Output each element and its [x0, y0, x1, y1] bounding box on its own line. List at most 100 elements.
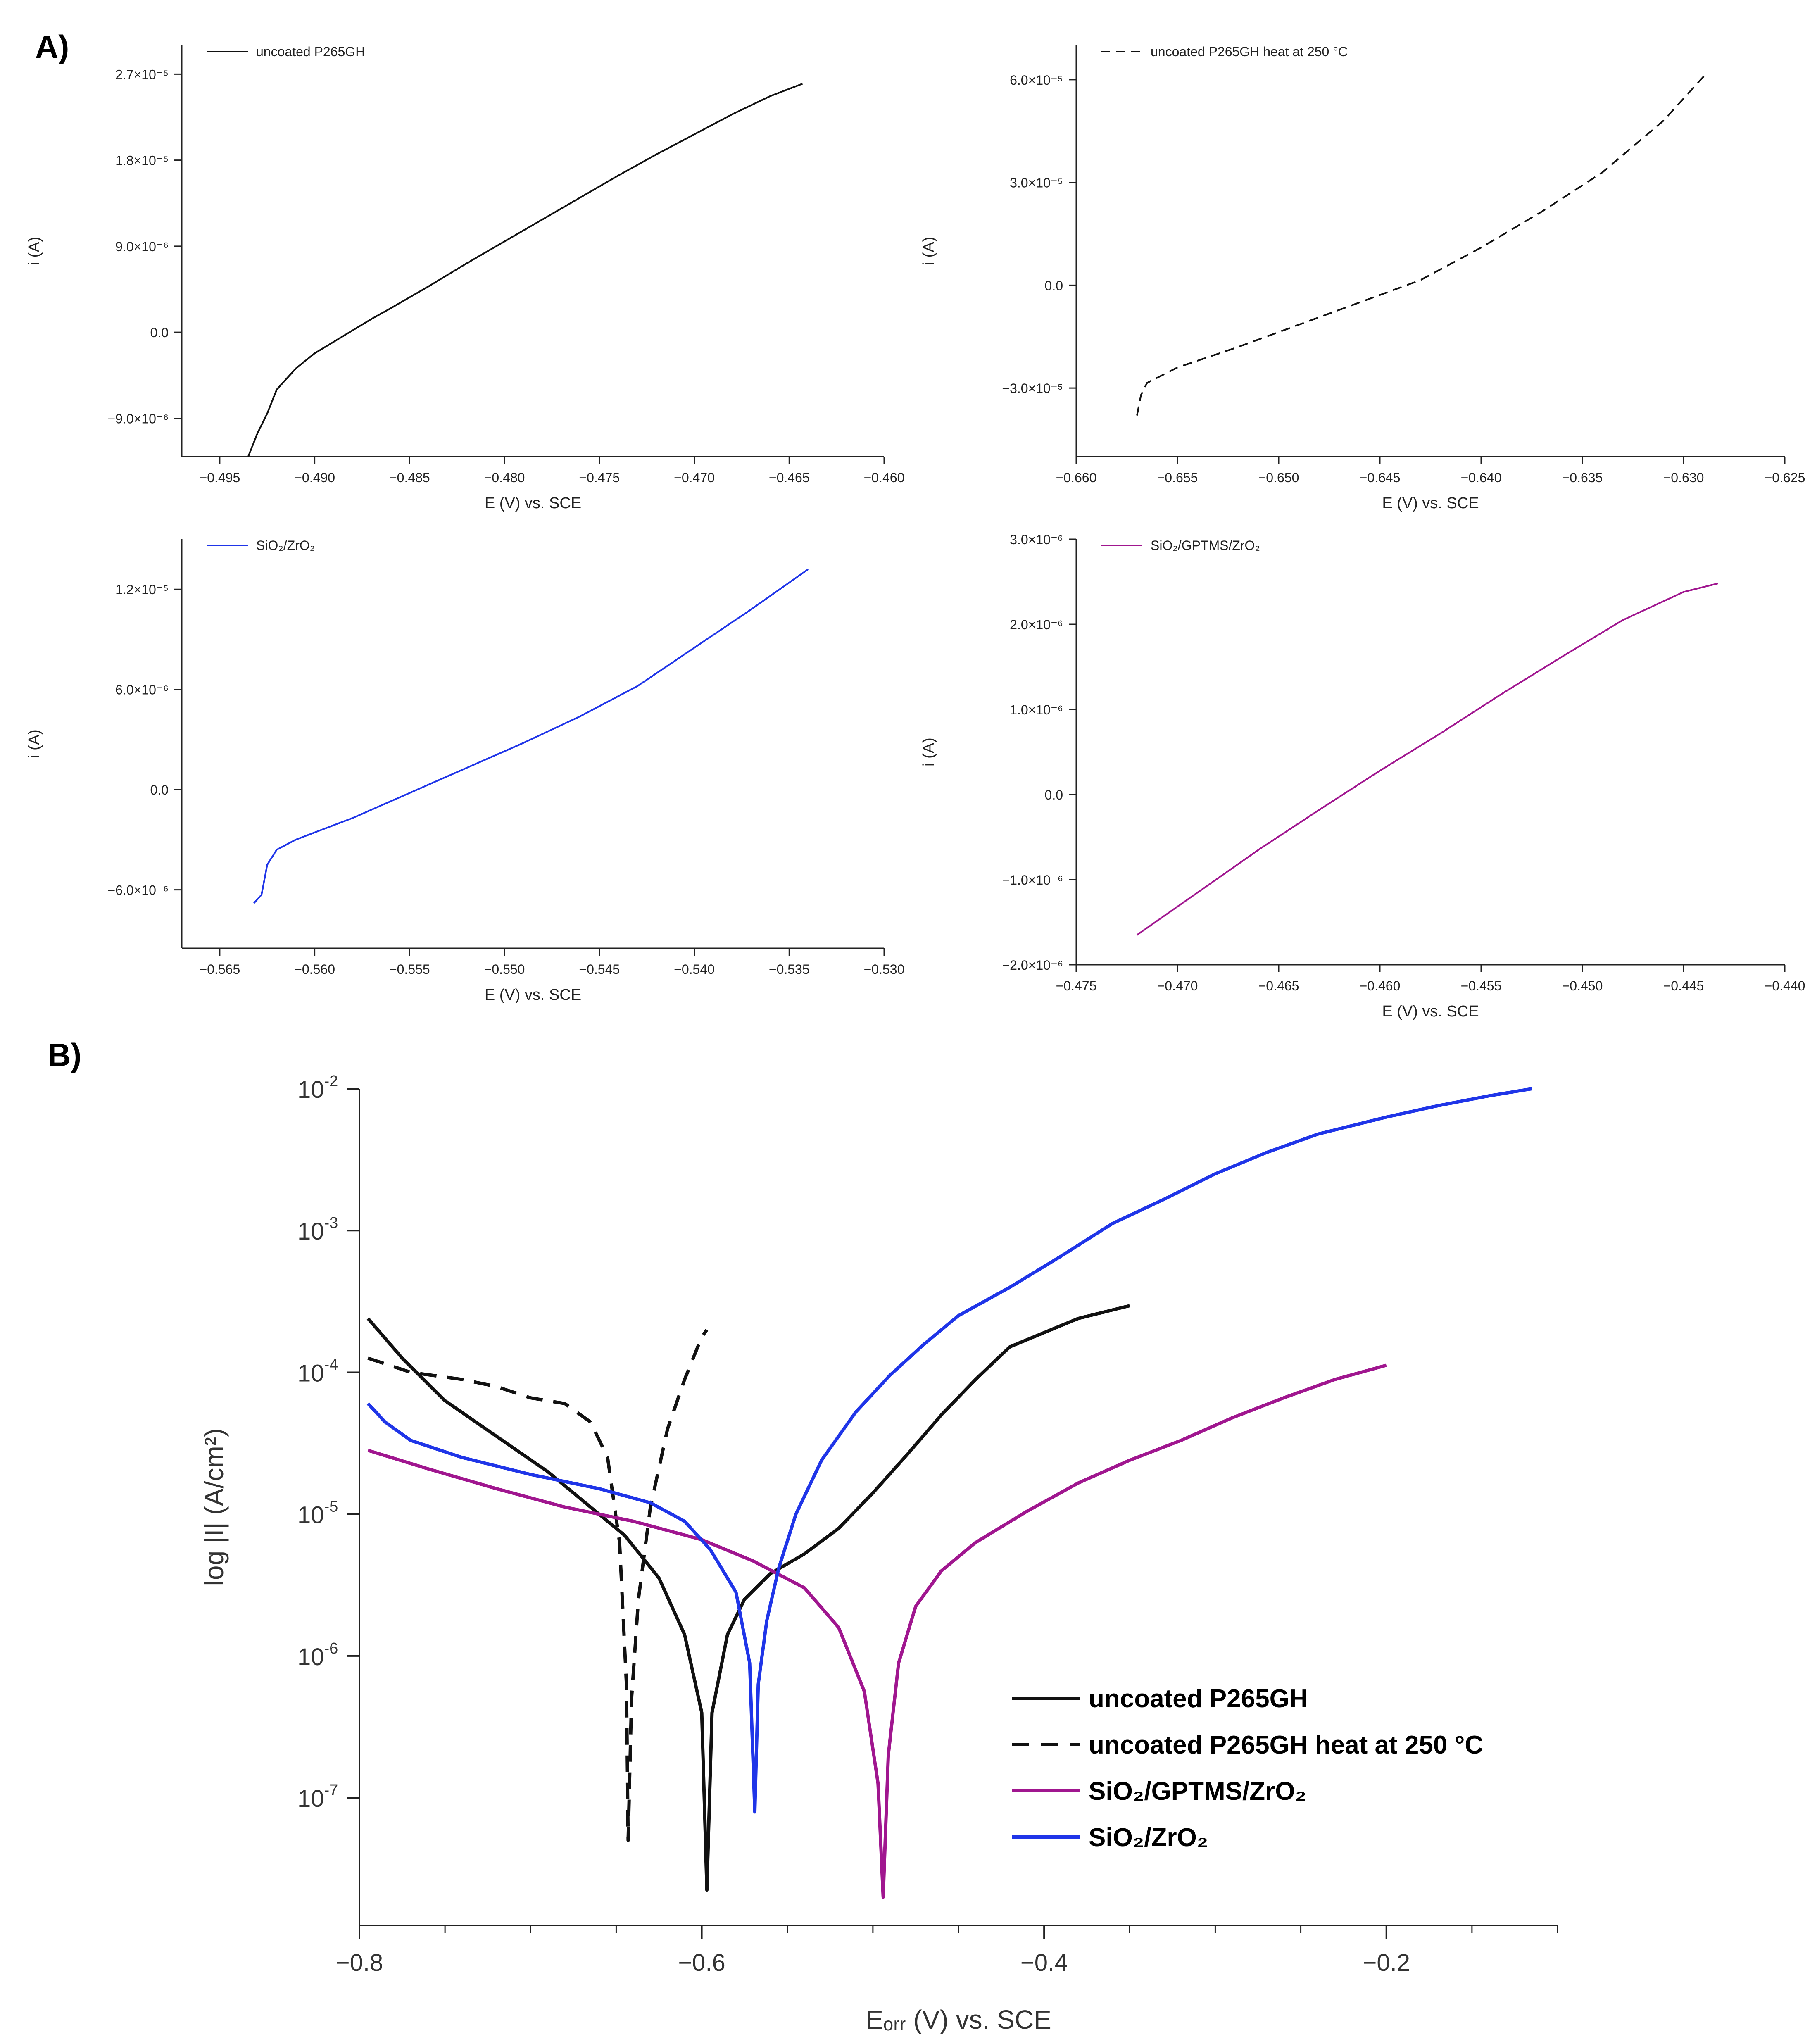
chart-uncoated: −0.495 −0.490 −0.485 −0.480 −0.475 −0.470 −0.4… — [26, 44, 904, 512]
y-tick-label: 10-7 — [297, 1782, 338, 1812]
legend-label: uncoated P265GH heat at 250 °C — [1089, 1731, 1483, 1759]
y-tick-label: 10-2 — [297, 1073, 338, 1103]
y-tick-base: 10 — [297, 1785, 324, 1812]
y-tick-label: 6.0×10⁻⁵ — [1010, 73, 1063, 88]
x-tick-label: −0.660 — [1056, 470, 1097, 485]
x-tick-label: −0.495 — [200, 470, 240, 485]
x-tick-label: −0.625 — [1765, 470, 1805, 485]
x-tick-label: −0.6 — [678, 1949, 725, 1976]
series-line — [1136, 76, 1705, 416]
chart-sio2-gptms-zro2: −0.475 −0.470 −0.465 −0.460 −0.455 −0.450 −0.4… — [920, 532, 1805, 1020]
x-tick-label: −0.2 — [1363, 1949, 1410, 1976]
series-line — [253, 569, 809, 904]
y-axis-label: log |I| (A/cm²) — [199, 1428, 229, 1586]
series-line — [366, 1087, 1532, 1814]
y-tick-label: 6.0×10⁻⁶ — [115, 683, 169, 697]
x-axis-label: E (V) vs. SCE — [485, 986, 581, 1004]
series-line — [367, 1329, 709, 1842]
x-tick-label: −0.560 — [294, 962, 335, 977]
y-tick-label: 10-4 — [297, 1356, 338, 1387]
y-tick-label: −2.0×10⁻⁶ — [1002, 958, 1063, 973]
x-tick-label: −0.490 — [294, 470, 335, 485]
legend-label: uncoated P265GH — [256, 44, 365, 59]
x-tick-label: −0.460 — [1360, 978, 1401, 993]
x-tick-label: −0.455 — [1461, 978, 1502, 993]
y-tick-label: 10-5 — [297, 1498, 338, 1529]
x-tick-label: −0.445 — [1663, 978, 1704, 993]
x-tick-label: −0.470 — [1157, 978, 1198, 993]
y-tick-label: −3.0×10⁻⁵ — [1002, 381, 1063, 396]
y-tick-base: 10 — [297, 1360, 324, 1387]
y-tick-base: 10 — [297, 1076, 324, 1103]
y-tick-label: 1.0×10⁻⁶ — [1010, 702, 1063, 717]
x-axis-label: Eₒᵣᵣ (V) vs. SCE — [866, 2005, 1051, 2034]
legend-label: SiO₂/GPTMS/ZrO₂ — [1151, 538, 1260, 553]
y-tick-exponent: -6 — [324, 1640, 338, 1657]
y-tick-exponent: -5 — [324, 1498, 338, 1516]
y-tick-label: 0.0 — [150, 783, 169, 797]
chart-uncoated-heated: −0.660 −0.655 −0.650 −0.645 −0.640 −0.635 −0.6… — [920, 44, 1805, 512]
x-tick-label: −0.440 — [1765, 978, 1805, 993]
x-tick-label: −0.545 — [579, 962, 620, 977]
x-tick-label: −0.645 — [1360, 470, 1401, 485]
x-tick-label: −0.465 — [769, 470, 810, 485]
series-line — [366, 1304, 1130, 1892]
x-axis-label: E (V) vs. SCE — [1382, 495, 1479, 512]
legend-label: uncoated P265GH heat at 250 °C — [1151, 44, 1348, 59]
x-tick-label: −0.475 — [579, 470, 620, 485]
y-tick-label: 2.7×10⁻⁵ — [115, 67, 169, 82]
x-tick-label: −0.470 — [674, 470, 715, 485]
x-tick-label: −0.8 — [336, 1949, 383, 1976]
y-tick-base: 10 — [297, 1644, 324, 1670]
x-tick-label: −0.640 — [1461, 470, 1502, 485]
x-tick-label: −0.460 — [864, 470, 905, 485]
series-line — [1136, 583, 1718, 936]
x-tick-label: −0.450 — [1562, 978, 1603, 993]
y-tick-label: 3.0×10⁻⁵ — [1010, 176, 1063, 190]
x-axis-label: E (V) vs. SCE — [1382, 1003, 1479, 1020]
y-tick-label: 1.8×10⁻⁵ — [115, 153, 169, 168]
y-tick-label: 0.0 — [1045, 788, 1063, 802]
y-tick-label: 2.0×10⁻⁶ — [1010, 617, 1063, 632]
y-tick-label: 1.2×10⁻⁵ — [115, 582, 169, 597]
x-tick-label: −0.475 — [1056, 978, 1097, 993]
x-tick-label: −0.555 — [389, 962, 430, 977]
y-axis-label: i (A) — [920, 237, 937, 266]
x-tick-label: −0.540 — [674, 962, 715, 977]
y-tick-base: 10 — [297, 1218, 324, 1245]
y-tick-label: 10-3 — [297, 1214, 338, 1245]
y-tick-label: 10-6 — [297, 1640, 338, 1670]
series-line — [367, 1363, 1387, 1899]
chart-polarization: −0.8 −0.6 −0.4 −0.210-710-610-510-410-310-2… — [199, 1073, 1558, 2034]
x-tick-label: −0.4 — [1020, 1949, 1068, 1976]
panel-a-label: A) — [35, 29, 69, 65]
y-tick-label: −9.0×10⁻⁶ — [107, 411, 169, 426]
y-tick-base: 10 — [297, 1502, 324, 1529]
y-tick-label: −1.0×10⁻⁶ — [1002, 873, 1063, 888]
x-tick-label: −0.635 — [1562, 470, 1603, 485]
y-axis-label: i (A) — [26, 237, 43, 266]
x-tick-label: −0.630 — [1663, 470, 1704, 485]
x-tick-label: −0.655 — [1157, 470, 1198, 485]
legend-label: uncoated P265GH — [1089, 1685, 1308, 1713]
x-tick-label: −0.480 — [484, 470, 525, 485]
y-tick-exponent: -4 — [324, 1356, 338, 1373]
y-tick-label: 3.0×10⁻⁶ — [1010, 532, 1063, 547]
legend-label: SiO₂/GPTMS/ZrO₂ — [1089, 1777, 1306, 1806]
x-tick-label: −0.550 — [484, 962, 525, 977]
x-tick-label: −0.465 — [1258, 978, 1299, 993]
panel-b-label: B) — [48, 1037, 81, 1073]
y-tick-exponent: -3 — [324, 1214, 338, 1232]
x-tick-label: −0.565 — [200, 962, 240, 977]
x-tick-label: −0.535 — [769, 962, 810, 977]
x-tick-label: −0.485 — [389, 470, 430, 485]
y-tick-label: −6.0×10⁻⁶ — [107, 883, 169, 898]
y-tick-exponent: -2 — [324, 1073, 338, 1090]
y-tick-label: 0.0 — [1045, 278, 1063, 293]
y-tick-label: 0.0 — [150, 325, 169, 340]
y-axis-label: i (A) — [920, 738, 937, 766]
series-line — [247, 83, 803, 457]
legend-label: SiO₂/ZrO₂ — [1089, 1823, 1208, 1852]
legend-label: SiO₂/ZrO₂ — [256, 538, 315, 553]
